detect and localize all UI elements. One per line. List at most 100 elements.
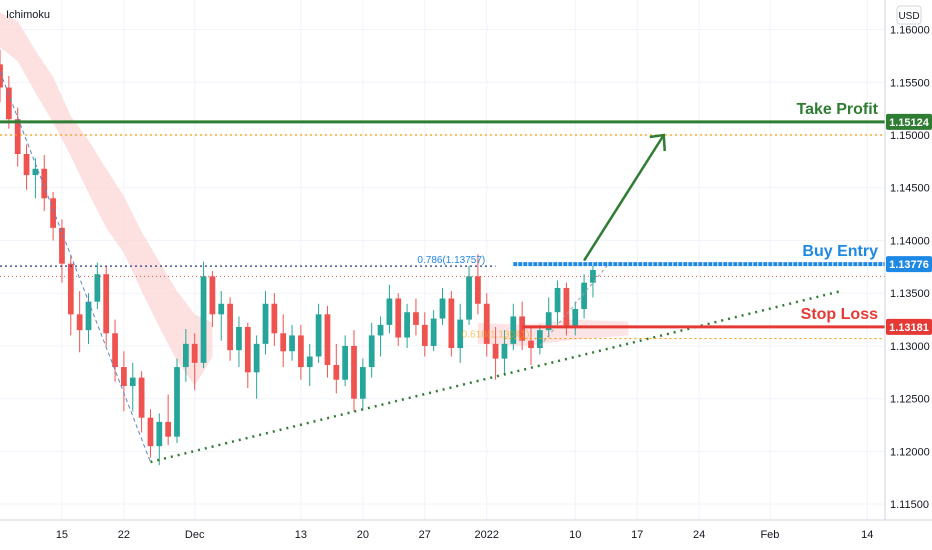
candle-body — [545, 312, 552, 331]
annotations-layer: 0.786(1.13757) 0.618(1.13041) Take Profit B… — [0, 71, 885, 464]
candle-body — [165, 421, 172, 437]
candle-body — [129, 377, 136, 387]
price-tick-label: 1.15000 — [890, 130, 930, 142]
candle-body — [41, 168, 48, 199]
candle-body — [112, 333, 118, 368]
candle-body — [324, 314, 331, 365]
candle-body — [227, 303, 233, 351]
time-tick-label: 22 — [118, 529, 130, 541]
candle-body — [430, 318, 437, 346]
candle-body — [501, 343, 508, 359]
candle-body — [280, 333, 287, 352]
candle-body — [182, 343, 189, 368]
price-badge — [886, 318, 932, 335]
ichimoku-cloud-band — [0, 12, 213, 386]
candle-body — [0, 64, 3, 88]
projection-arrow — [583, 134, 665, 262]
candle-body — [103, 274, 110, 334]
candle-body — [342, 345, 349, 380]
candle-body — [262, 303, 269, 344]
time-tick-label: 10 — [569, 529, 581, 541]
time-tick-label: Dec — [185, 529, 205, 541]
candle-body — [298, 335, 304, 368]
candle-body — [395, 298, 402, 338]
candle-body — [85, 301, 92, 331]
candle-body — [475, 276, 481, 304]
candle-body — [191, 343, 198, 363]
price-tick-label: 1.14500 — [890, 183, 930, 195]
candle-body — [413, 312, 419, 325]
currency-label: USD — [898, 11, 919, 22]
candle-body — [510, 316, 517, 344]
candle-body — [528, 340, 534, 349]
time-tick-label: 2022 — [475, 529, 499, 541]
candle-body — [351, 345, 357, 399]
time-tick-label: 27 — [419, 529, 431, 541]
candle-body — [333, 364, 340, 380]
price-tick-label: 1.16000 — [890, 25, 930, 37]
candle-body — [200, 276, 207, 363]
price-tick-label: 1.13500 — [890, 288, 930, 300]
candle-body — [67, 263, 74, 315]
candle-body — [121, 367, 127, 387]
price-badge-text: 1.13181 — [889, 322, 929, 334]
candle-body — [59, 227, 65, 264]
candle-body — [14, 119, 21, 154]
time-tick-label: 24 — [693, 529, 705, 541]
time-tick-label: 20 — [357, 529, 369, 541]
indicator-label[interactable]: Ichimoku — [6, 9, 50, 21]
candle-body — [448, 298, 455, 349]
candle-body — [466, 276, 472, 320]
fib-label: 0.786(1.13757) — [417, 255, 485, 266]
candle-body — [289, 335, 295, 352]
candle-body — [244, 326, 251, 373]
candle-body — [581, 282, 587, 310]
price-badge — [886, 256, 932, 273]
candle-body — [253, 343, 260, 373]
candle-body — [76, 314, 83, 331]
projection-arrow-head — [649, 133, 666, 152]
price-badge-text: 1.15124 — [889, 117, 930, 129]
price-badge — [886, 113, 932, 130]
candle-body — [50, 198, 56, 228]
candle-body — [23, 153, 30, 176]
candle-body — [94, 274, 101, 302]
candle-body — [156, 421, 163, 447]
fib-trendline — [539, 261, 612, 347]
candle-body — [483, 303, 490, 344]
candle-body — [5, 87, 12, 120]
buy-entry-label: Buy Entry — [802, 243, 878, 260]
candle-body — [138, 377, 145, 418]
candle-body — [32, 168, 39, 176]
price-tick-label: 1.12000 — [890, 446, 930, 458]
candle-body — [572, 309, 579, 327]
price-tick-label: 1.12500 — [890, 394, 930, 406]
time-tick-label: 14 — [861, 529, 873, 541]
candle-body — [457, 319, 464, 349]
price-tick-label: 1.14000 — [890, 235, 930, 247]
candle-body — [421, 324, 428, 346]
candle-body — [271, 303, 278, 334]
candle-body — [563, 287, 570, 327]
candle-body — [519, 316, 526, 341]
candle-body — [439, 298, 446, 319]
currency-button[interactable]: USD — [896, 5, 922, 25]
candle-body — [386, 298, 393, 325]
candle-body — [306, 356, 313, 368]
candle-body — [359, 367, 366, 399]
price-badge-text: 1.13776 — [889, 259, 929, 271]
candle-body — [236, 326, 242, 351]
fib-label: 0.618(1.13041) — [462, 330, 530, 341]
candle-body — [315, 314, 322, 357]
candle-body — [218, 303, 225, 315]
price-tick-label: 1.11500 — [890, 499, 929, 511]
candle-body — [377, 324, 384, 336]
candle-body — [368, 335, 375, 368]
time-tick-label: 13 — [295, 529, 307, 541]
candle-body — [147, 417, 154, 447]
candle-body — [492, 343, 499, 359]
time-tick-label: 17 — [631, 529, 643, 541]
take-profit-label: Take Profit — [797, 101, 879, 118]
